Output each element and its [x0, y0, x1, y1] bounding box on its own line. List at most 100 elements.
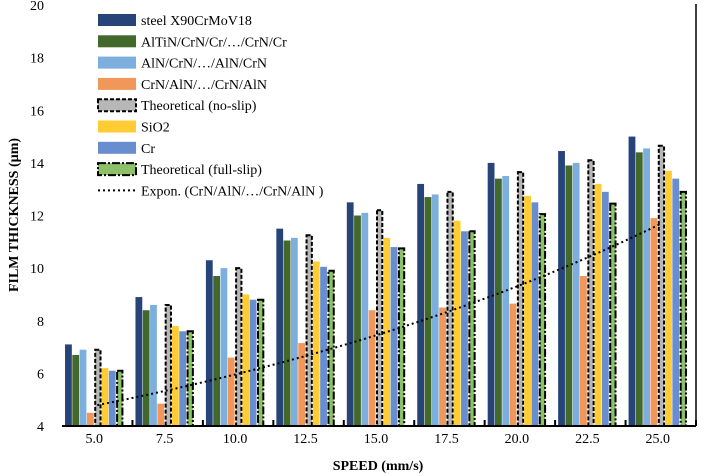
bar [487, 162, 495, 426]
bar [242, 294, 250, 426]
bar [101, 368, 109, 426]
y-axis-title: FILM THICKNESS (µm) [7, 138, 22, 292]
bar [417, 183, 425, 426]
x-tick-label: 7.5 [156, 432, 174, 447]
legend-label: Theoretical (full-slip) [141, 163, 262, 178]
bar [205, 260, 213, 426]
x-tick-label: 15.0 [364, 432, 389, 447]
bar [601, 191, 609, 426]
bar [431, 194, 439, 426]
bar [72, 354, 80, 426]
legend-item: CrN/AlN/…/CrN/AlN [98, 77, 267, 93]
y-tick-label: 6 [37, 367, 44, 382]
legend-swatch [98, 77, 136, 90]
bar [276, 228, 284, 426]
legend-swatch [98, 141, 136, 154]
bar [368, 310, 376, 426]
bar [439, 307, 446, 426]
bar [150, 304, 157, 426]
bar [628, 136, 636, 426]
x-tick-label: 5.0 [85, 432, 103, 447]
bar [213, 276, 221, 426]
bar [672, 178, 680, 426]
y-tick-label: 4 [37, 420, 44, 435]
legend-swatch [97, 98, 137, 113]
bar [346, 202, 354, 426]
x-tick-label: 22.5 [575, 432, 600, 447]
bar [376, 209, 384, 427]
bar [565, 165, 573, 426]
bar [79, 349, 87, 426]
bar [290, 237, 298, 426]
legend-label: SiO2 [141, 121, 170, 136]
bar [509, 303, 517, 426]
bar [298, 343, 306, 426]
legend-swatch [97, 162, 137, 177]
bar [157, 403, 165, 426]
bar [65, 344, 72, 426]
bar [609, 202, 617, 427]
bar [142, 310, 150, 426]
bar [650, 218, 658, 426]
y-tick-label: 16 [30, 104, 44, 119]
bar [116, 369, 124, 427]
bar [94, 348, 102, 428]
bar [502, 176, 510, 426]
y-tick-label: 8 [37, 315, 44, 330]
bar [186, 330, 194, 427]
bar [461, 231, 468, 426]
bar [320, 266, 327, 426]
legend-item: SiO2 [98, 120, 170, 136]
bar [383, 237, 391, 426]
bar [164, 303, 172, 427]
bar [135, 297, 143, 426]
bar [679, 190, 687, 427]
x-tick-label: 20.0 [505, 432, 530, 447]
legend-item: Theoretical (no-slip) [97, 98, 257, 114]
bar [235, 267, 243, 427]
bar [453, 220, 461, 426]
bar [580, 276, 587, 426]
legend-swatch [98, 35, 136, 48]
x-axis-title: SPEED (mm/s) [333, 459, 424, 474]
legend-item: AlN/CrN/…/AlN/CrN [98, 56, 267, 72]
bar [312, 261, 320, 426]
x-tick-label: 25.0 [646, 432, 671, 447]
bar [468, 230, 476, 427]
legend-item: AlTiN/CrN/Cr/…/CrN/Cr [98, 35, 287, 50]
bar [390, 247, 398, 426]
y-tick-label: 18 [30, 52, 44, 67]
legend-item: steel X90CrMoV18 [98, 14, 252, 29]
legend-label: Cr [141, 142, 155, 157]
bar [305, 234, 313, 427]
bar [524, 195, 531, 426]
bar [249, 299, 257, 426]
bar [424, 197, 432, 426]
trendline [97, 222, 662, 407]
bar [361, 212, 369, 426]
bar [108, 370, 116, 426]
legend-label: Theoretical (no-slip) [141, 99, 257, 114]
bar [257, 298, 265, 428]
legend-label: AlTiN/CrN/Cr/…/CrN/Cr [141, 35, 287, 50]
y-tick-label: 10 [30, 262, 44, 277]
bar [220, 268, 228, 426]
y-tick-label: 14 [30, 157, 44, 172]
bar [516, 171, 525, 427]
legend-item: Expon. (CrN/AlN/…/CrN/AlN ) [98, 184, 324, 199]
bar [587, 159, 595, 427]
bar [643, 148, 650, 426]
legend-label: CrN/AlN/…/CrN/AlN [141, 78, 267, 93]
bar [558, 151, 565, 427]
x-tick-label: 17.5 [434, 432, 459, 447]
bar [594, 183, 602, 426]
bar [397, 247, 406, 427]
x-tick-label: 12.5 [293, 432, 318, 447]
bar [283, 240, 291, 426]
legend: steel X90CrMoV18 AlTiN/CrN/Cr/…/CrN/Cr AlN… [97, 14, 324, 199]
bar [531, 202, 539, 426]
y-tick-label: 20 [30, 0, 44, 14]
bar [446, 190, 454, 427]
